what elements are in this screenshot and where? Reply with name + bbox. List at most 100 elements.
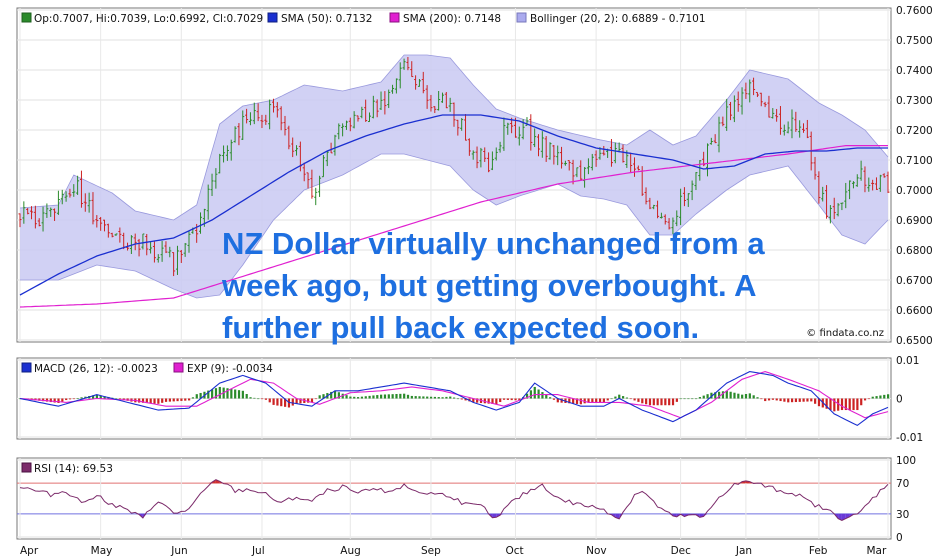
rsi-line <box>19 479 889 522</box>
macd-histogram-bar <box>260 398 264 400</box>
macd-histogram-bar <box>429 396 433 399</box>
macd-histogram-bar <box>537 389 540 399</box>
macd-histogram-bar <box>579 398 582 405</box>
macd-histogram-bar <box>472 398 475 403</box>
macd-histogram-bar <box>138 398 141 403</box>
price-panel: 0.7600 0.7500 0.7400 0.7300 0.7200 0.7100 0.70… <box>16 5 933 347</box>
price-y-tick-label: 0.6600 <box>896 305 933 317</box>
price-y-tick-label: 0.7300 <box>896 95 933 107</box>
macd-histogram-bar <box>741 394 744 399</box>
macd-histogram-bar <box>545 394 548 399</box>
rsi-y-tick-label: 70 <box>896 478 909 490</box>
legend-ohlc: Op:0.7007, Hi:0.7039, Lo:0.6992, Cl:0.70… <box>34 13 263 25</box>
price-y-tick-label: 0.6800 <box>896 245 933 257</box>
macd-histogram-bar <box>237 390 241 399</box>
macd-histogram-bar <box>541 392 544 399</box>
macd-line <box>19 371 889 427</box>
macd-histogram-bar <box>499 398 502 403</box>
macd-histogram-bar <box>637 398 640 402</box>
macd-histogram-bar <box>168 398 171 402</box>
macd-histogram-bar <box>787 398 790 403</box>
macd-histogram-bar <box>525 393 529 399</box>
price-y-tick-label: 0.7200 <box>896 125 933 137</box>
x-axis-label: May <box>91 545 113 557</box>
macd-histogram-bar <box>591 398 594 403</box>
price-y-tick-label: 0.7100 <box>896 155 933 167</box>
macd-histogram-bar <box>99 395 102 399</box>
price-y-tick-label: 0.7000 <box>896 185 933 197</box>
macd-histogram-bar <box>372 395 375 399</box>
macd-histogram-bar <box>291 398 294 406</box>
macd-histogram-bar <box>295 398 298 404</box>
legend-swatch-rsi <box>21 462 32 473</box>
macd-histogram-bar <box>214 388 218 399</box>
macd-histogram-bar <box>645 398 648 405</box>
price-y-tick-label: 0.7400 <box>896 65 933 77</box>
macd-histogram-bar <box>641 398 644 404</box>
macd-histogram-bar <box>737 393 740 399</box>
macd-histogram-bar <box>257 398 260 400</box>
macd-histogram-bar <box>687 398 690 400</box>
macd-histogram-bar <box>253 397 256 399</box>
macd-histogram-bar <box>76 398 79 399</box>
x-axis-label: Jul <box>251 545 265 557</box>
macd-histogram-bar <box>552 398 556 400</box>
macd-histogram-bar <box>495 398 498 405</box>
macd-histogram-bar <box>675 398 678 402</box>
macd-histogram-bar <box>207 390 210 399</box>
macd-histogram-bar <box>176 398 179 402</box>
macd-histogram-bar <box>575 398 579 404</box>
macd-histogram-bar <box>445 396 448 399</box>
macd-histogram-bar <box>456 398 460 400</box>
macd-histogram-bar <box>814 398 817 404</box>
macd-histogram-bar <box>840 398 844 411</box>
price-y-tick-label: 0.7600 <box>896 5 933 17</box>
macd-histogram-bar <box>629 398 632 400</box>
macd-y-tick-label: 0 <box>896 394 903 406</box>
sma200-line <box>19 145 888 308</box>
price-legend: Op:0.7007, Hi:0.7039, Lo:0.6992, Cl:0.70… <box>21 12 706 25</box>
macd-histogram-bar <box>775 398 778 401</box>
macd-histogram-bar <box>310 398 314 403</box>
macd-histogram-bar <box>606 398 609 401</box>
rsi-legend: RSI (14): 69.53 <box>21 462 113 475</box>
exp-line <box>19 371 889 419</box>
macd-histogram-bar <box>234 389 237 399</box>
macd-histogram-bar <box>195 394 198 399</box>
macd-histogram-bar <box>744 394 748 399</box>
macd-histogram-bar <box>725 390 728 399</box>
macd-histogram-bar <box>706 394 709 399</box>
macd-histogram-bar <box>702 395 705 399</box>
macd-histogram-bar <box>825 398 828 409</box>
macd-histogram-bar <box>698 397 702 399</box>
macd-histogram-bar <box>368 395 371 399</box>
bollinger-lower-line <box>20 153 889 299</box>
macd-histogram-bar <box>867 398 870 400</box>
macd-histogram-bar <box>660 398 663 406</box>
macd-histogram-bar <box>141 398 145 403</box>
macd-histogram-bar <box>184 398 187 401</box>
x-axis-label: Sep <box>421 545 441 557</box>
macd-histogram-bar <box>172 398 175 402</box>
macd-histogram-bar <box>299 398 302 404</box>
macd-histogram-bar <box>49 398 52 403</box>
macd-histogram-bar <box>187 398 191 401</box>
commentary-line-1: NZ Dollar virtually unchanged from a <box>222 226 765 261</box>
macd-histogram-bar <box>748 393 751 399</box>
macd-histogram-bar <box>764 398 767 402</box>
macd-histogram-bar <box>80 397 83 399</box>
macd-histogram-bar <box>652 398 655 406</box>
macd-histogram-bar <box>610 398 613 400</box>
macd-histogram-bar <box>191 397 195 399</box>
macd-histogram-bar <box>337 392 340 399</box>
macd-histogram-bar <box>383 394 387 399</box>
macd-histogram-bar <box>356 397 360 399</box>
macd-histogram-bar <box>364 396 367 399</box>
x-axis-label: Oct <box>505 545 523 557</box>
price-y-ticks: 0.7600 0.7500 0.7400 0.7300 0.7200 0.7100 0.70… <box>896 5 933 347</box>
price-y-tick-label: 0.6500 <box>896 335 933 347</box>
macd-histogram-bar <box>648 398 652 406</box>
rsi-panel: 100 70 30 0 RSI (14): 69.53 <box>16 455 916 544</box>
price-y-tick-label: 0.6700 <box>896 275 933 287</box>
